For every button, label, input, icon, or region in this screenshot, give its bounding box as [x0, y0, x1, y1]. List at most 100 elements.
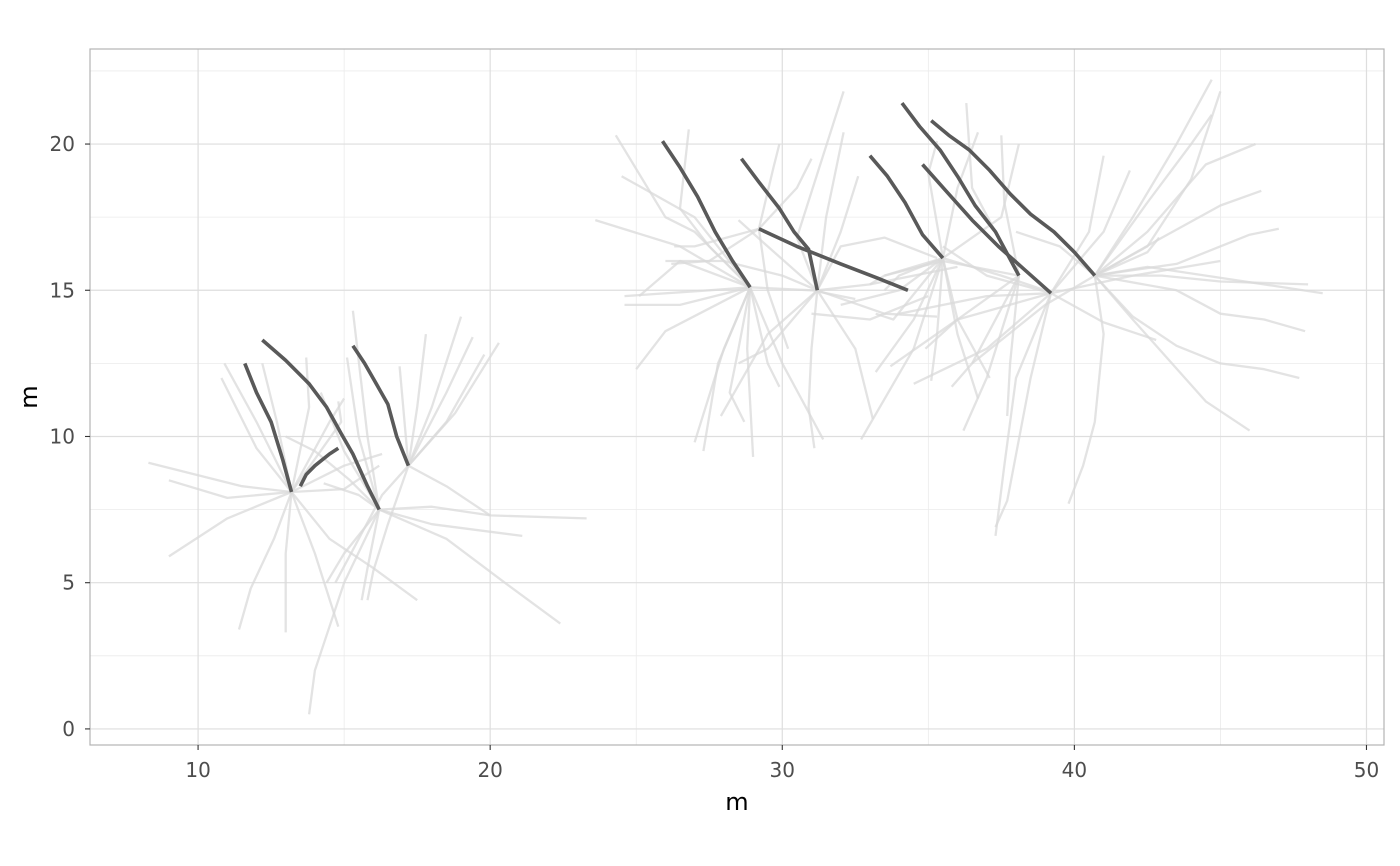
- light-series-line: [942, 143, 1021, 260]
- light-series-line: [674, 227, 760, 248]
- light-series-line: [971, 274, 1096, 365]
- dark-series-line: [351, 344, 411, 467]
- light-series-line: [1000, 135, 1021, 276]
- x-tick-label: 50: [1354, 758, 1379, 782]
- dark-series-line: [243, 362, 294, 493]
- x-tick-label: 20: [477, 758, 502, 782]
- light-series-line: [678, 129, 751, 289]
- light-series-line: [889, 292, 1052, 368]
- light-series-line: [290, 491, 340, 627]
- light-series-line: [398, 366, 410, 466]
- light-series-line: [728, 287, 752, 423]
- light-series-line: [1050, 292, 1157, 342]
- light-series-line: [874, 257, 944, 373]
- light-series-line: [378, 508, 523, 538]
- light-series-line: [307, 509, 381, 715]
- light-series-line: [1093, 274, 1300, 380]
- light-series-line: [407, 354, 486, 467]
- dark-series-line: [739, 157, 820, 291]
- light-series-line: [223, 362, 293, 493]
- light-series-line: [962, 275, 1020, 432]
- light-series-line: [913, 292, 1052, 385]
- light-series-line: [737, 289, 819, 365]
- light-series-line: [1093, 79, 1213, 277]
- light-series-line: [1094, 274, 1306, 333]
- light-series-line: [816, 236, 938, 291]
- dark-series-group: [243, 102, 1097, 511]
- light-series-line: [1006, 275, 1021, 417]
- x-tick-label: 10: [185, 758, 210, 782]
- light-series-line: [1050, 155, 1105, 294]
- light-series-line: [624, 286, 751, 307]
- light-series-line: [624, 286, 751, 298]
- light-series-line: [1015, 230, 1096, 277]
- light-series-line: [750, 286, 856, 301]
- light-series-line: [220, 377, 293, 493]
- light-series-line: [290, 401, 343, 493]
- x-tick-label: 30: [770, 758, 795, 782]
- light-series-line: [168, 490, 292, 558]
- x-axis-title: m: [725, 788, 748, 816]
- light-series-line: [807, 290, 819, 449]
- dark-series-line: [758, 227, 909, 292]
- light-series-line: [758, 158, 813, 230]
- plot-panel: [90, 49, 1384, 745]
- y-tick-label: 0: [62, 717, 75, 741]
- light-series-line: [285, 435, 381, 511]
- light-series-line: [811, 295, 929, 321]
- light-series-line: [407, 464, 491, 517]
- light-series-line: [237, 491, 293, 630]
- y-tick-label: 10: [50, 424, 75, 448]
- light-series-line: [994, 292, 1053, 528]
- dark-series-line: [930, 119, 1097, 277]
- light-series-line: [323, 482, 380, 511]
- light-series-line: [719, 289, 819, 417]
- light-series-line: [407, 333, 428, 466]
- light-series-line: [1094, 236, 1160, 277]
- minor-gridlines: [90, 49, 1384, 745]
- light-series-line: [1093, 114, 1213, 277]
- y-axis-title: m: [15, 385, 43, 408]
- light-series-line: [148, 461, 292, 494]
- y-tick-label: 20: [50, 132, 75, 156]
- light-series-line: [840, 257, 944, 307]
- x-tick-label: 40: [1062, 758, 1087, 782]
- light-series-line: [693, 286, 752, 443]
- dark-series-line: [661, 140, 752, 289]
- light-series-line: [665, 259, 818, 292]
- light-series-line: [1094, 227, 1280, 277]
- y-axis-ticks: 0 5 10 15 20: [50, 132, 90, 741]
- light-series-line: [884, 259, 1020, 277]
- dark-series-line: [921, 163, 1053, 295]
- light-series-line: [898, 292, 1052, 315]
- light-series-line: [757, 143, 781, 230]
- light-series-line: [290, 357, 311, 493]
- light-series-line: [942, 245, 1052, 295]
- light-series-line: [816, 175, 860, 291]
- major-gridlines: [90, 49, 1384, 745]
- y-tick-label: 15: [50, 278, 75, 302]
- light-series-line: [994, 292, 1053, 537]
- y-tick-label: 5: [62, 571, 75, 595]
- dark-series-line: [261, 338, 381, 511]
- light-series-line: [345, 357, 381, 510]
- light-series-line: [1093, 274, 1251, 432]
- light-series-line: [1094, 274, 1309, 286]
- light-series-group: [148, 79, 1323, 715]
- light-series-line: [360, 509, 381, 601]
- light-series-line: [757, 228, 790, 350]
- light-series-line: [1094, 91, 1222, 277]
- light-series-line: [378, 508, 561, 625]
- light-series-line: [748, 287, 781, 388]
- light-series-line: [290, 452, 383, 494]
- light-series-line: [816, 289, 874, 420]
- light-series-line: [407, 316, 463, 467]
- light-series-line: [1094, 142, 1256, 277]
- light-series-line: [746, 287, 755, 457]
- light-series-line: [816, 132, 845, 291]
- light-series-line: [1050, 169, 1131, 294]
- light-series-line: [379, 505, 587, 520]
- light-series-line: [875, 257, 944, 321]
- light-series-line: [334, 464, 410, 584]
